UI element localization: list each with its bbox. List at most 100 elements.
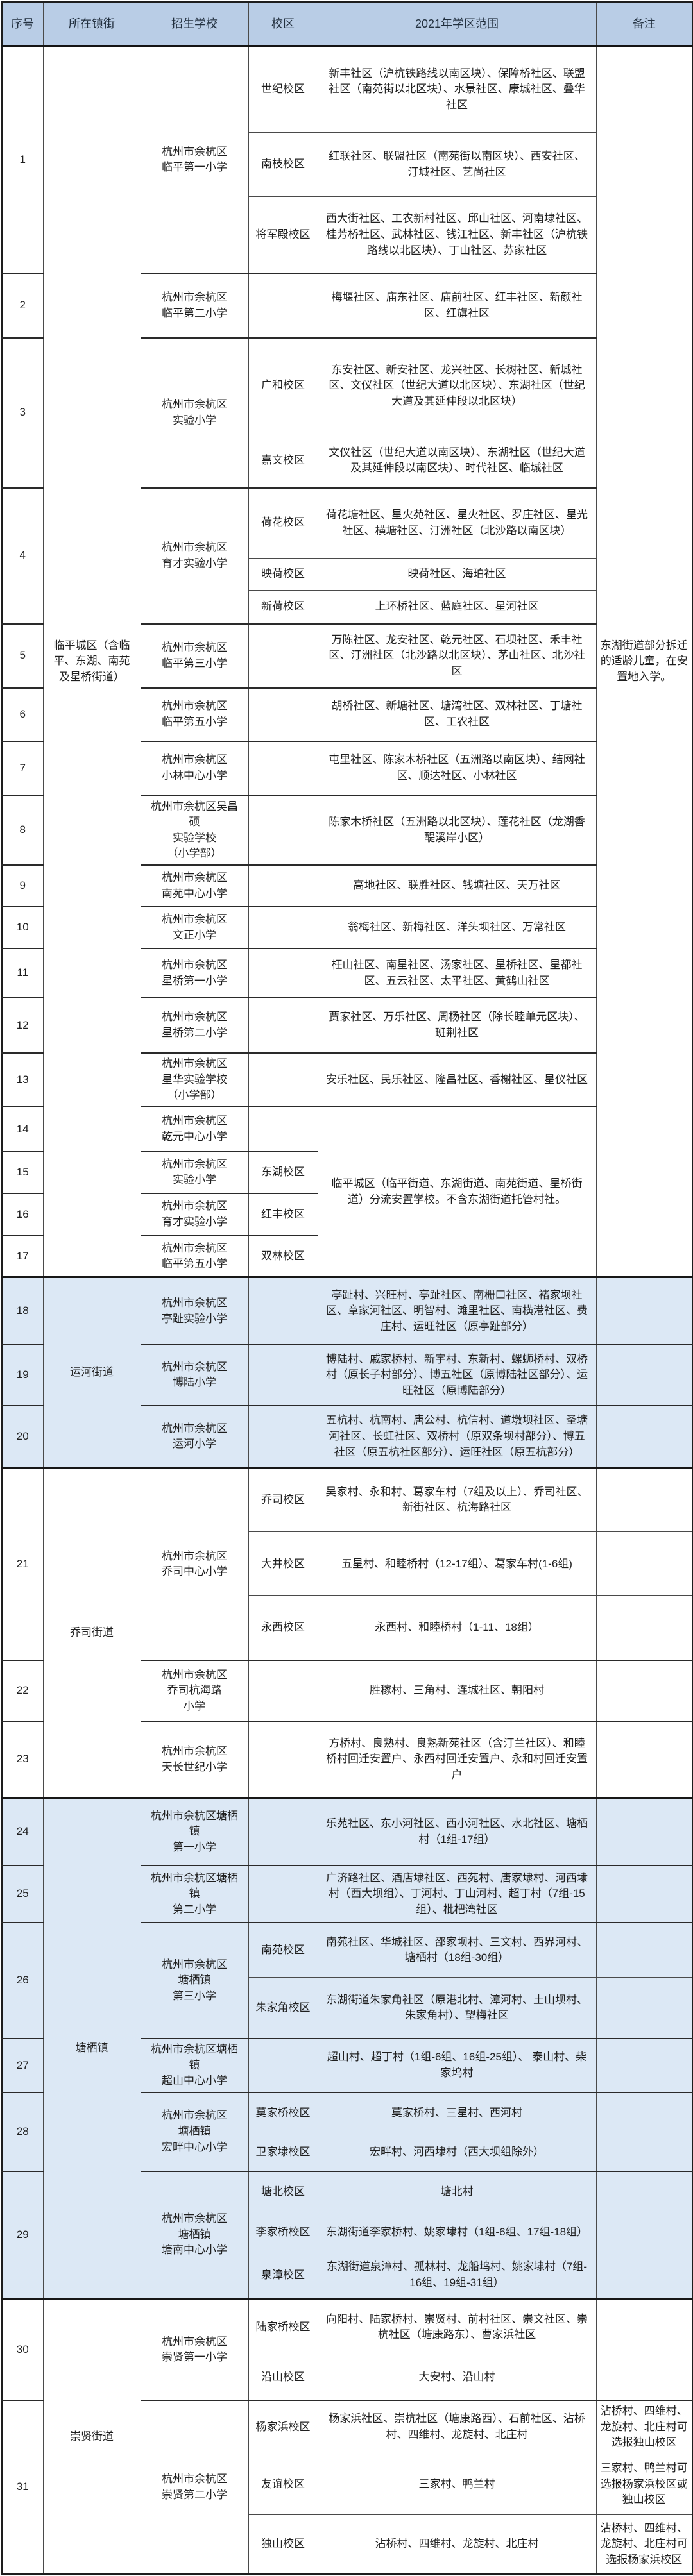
- cell-district-range: 乐苑社区、东小河社区、西小河社区、水北社区、塘栖村（1组-17组）: [317, 1797, 597, 1866]
- header-row: 序号 所在镇街 招生学校 校区 2021年学区范围 备注: [1, 1, 693, 47]
- cell-serial-no: 18: [1, 1276, 44, 1345]
- table-row: 嘉文校区 文仪社区（世纪大道以南区块）、东湖社区（世纪大道及其延伸段以南区块）、时…: [2, 434, 692, 488]
- cell-district-range: 胡桥社区、新塘社区、塘湾社区、双林社区、丁塘社区、工农社区: [317, 687, 597, 741]
- cell-serial-no: 9: [1, 864, 44, 907]
- cell-school: 杭州市余杭区 塘栖镇 第三小学: [140, 1921, 249, 2039]
- cell-note: 东湖街道部分拆迁的适龄儿童，在安置地入学。: [595, 44, 693, 1278]
- cell-district-range: 胜稼村、三角村、连城社区、朝阳村: [317, 1659, 597, 1722]
- table-row: 14 杭州市余杭区 乾元中心小学 临平城区（临平街道、东湖街道、南苑街道、星桥街道）…: [1, 1106, 692, 1278]
- cell-campus: 南苑校区: [248, 1921, 318, 1978]
- table-row: 4 杭州市余杭区 育才实验小学 荷花校区 荷花塘社区、星火苑社区、星火社区、罗庄社区、…: [1, 487, 692, 624]
- cell-serial-no: 22: [1, 1659, 44, 1722]
- header-col-campus: 校区: [248, 1, 318, 47]
- cell-school: 杭州市余杭区 南苑中心小学: [140, 864, 249, 907]
- cell-school: 杭州市余杭区 天长世纪小学: [140, 1720, 249, 1799]
- table-row: 29 杭州市余杭区 塘栖镇 塘南中心小学 塘北校区 塘北村: [1, 2170, 693, 2300]
- cell-note: [595, 1276, 693, 1345]
- cell-school: 杭州市余杭区 临平第一小学: [140, 45, 249, 274]
- cell-campus: [248, 1404, 318, 1469]
- cell-school: 杭州市余杭区 星华实验学校 （小学部）: [140, 1052, 249, 1107]
- cell-campus: 友谊校区: [248, 2453, 318, 2515]
- table-row: 5 杭州市余杭区 临平第三小学 万陈社区、龙安社区、乾元社区、石坝社区、禾丰社区、汀…: [1, 623, 692, 688]
- cell-campus: 红丰校区: [248, 1192, 318, 1236]
- cell-district-range: 翁梅社区、新梅社区、洋头坝社区、万常社区: [317, 906, 597, 949]
- cell-note: [595, 2170, 693, 2213]
- cell-district-range: 五杭村、杭南村、唐公村、杭信村、道墩坝社区、圣塘河社区、长虹社区、双桥村（原双条…: [317, 1404, 597, 1469]
- cell-street: 临平城区（含临平、东湖、南苑及星桥街道）: [42, 44, 141, 1278]
- cell-serial-no: 29: [1, 2170, 44, 2300]
- cell-note: [595, 1797, 693, 1866]
- cell-district-range: 塘北村: [317, 2170, 597, 2213]
- cell-street: 崇贤街道: [42, 2298, 141, 2575]
- cell-campus: 永西校区: [248, 1595, 318, 1661]
- cell-campus: 广和校区: [248, 337, 318, 434]
- cell-school: 杭州市余杭区塘栖镇 第一小学: [140, 1797, 249, 1866]
- cell-school: 杭州市余杭区 博陆小学: [140, 1343, 249, 1406]
- cell-note: [595, 1921, 693, 1978]
- cell-campus: 朱家角校区: [248, 1977, 318, 2039]
- header-col-school: 招生学校: [140, 1, 249, 47]
- cell-note: [595, 1720, 693, 1799]
- cell-serial-no: 5: [1, 623, 44, 688]
- cell-campus: [248, 948, 318, 998]
- cell-note: [595, 2091, 693, 2135]
- table-row: 新荷校区 上环桥社区、蓝庭社区、星河社区: [2, 590, 692, 624]
- table-row: 李家桥校区 东湖街道李家桥村、姚家埭村（1组-6组、17组-18组）: [2, 2212, 693, 2253]
- table-row: 27 杭州市余杭区塘栖镇 超山中心小学 超山村、超丁村（1组-6组、16组-25组）…: [1, 2037, 693, 2093]
- cell-district-range: 三家村、鸭兰村: [317, 2453, 597, 2515]
- table-row: 永西校区 永西村、和睦桥村（1-11、18组）: [2, 1595, 693, 1661]
- cell-campus: 塘北校区: [248, 2170, 318, 2213]
- cell-school: 杭州市余杭区 塘栖镇 宏畔中心小学: [140, 2091, 249, 2172]
- table-row: 1 临平城区（含临平、东湖、南苑及星桥街道） 杭州市余杭区 临平第一小学 世纪校区 新丰…: [1, 44, 693, 1278]
- table-row: 将军殿校区 西大街社区、工农新村社区、邱山社区、河南埭社区、桂芳桥社区、武林社区、…: [2, 196, 692, 274]
- table-row: 24 塘栖镇 杭州市余杭区塘栖镇 第一小学 乐苑社区、东小河社区、西小河社区、水北社区…: [1, 1797, 693, 2300]
- cell-school: 杭州市余杭区 临平第五小学: [140, 687, 249, 741]
- cell-district-range: 南苑社区、华城社区、邵家坝村、三文村、西界河村、塘栖村（18组-30组）: [317, 1921, 597, 1978]
- table-row: 3 杭州市余杭区 实验小学 广和校区 东安社区、新安社区、龙兴社区、长树社区、新城社区…: [1, 337, 692, 488]
- cell-school: 杭州市余杭区 临平第二小学: [140, 273, 249, 338]
- cell-serial-no: 25: [1, 1864, 44, 1923]
- cell-serial-no: 2: [1, 273, 44, 338]
- cell-note: [595, 2298, 693, 2356]
- cell-school: 杭州市余杭区 崇贤第二小学: [140, 2399, 249, 2575]
- cell-campus: [248, 997, 318, 1054]
- table-row: 23 杭州市余杭区 天长世纪小学 方桥村、良熟村、良熟新苑社区（含汀兰社区）、和睦桥…: [1, 1720, 693, 1799]
- table-row: 19 杭州市余杭区 博陆小学 博陆村、戚家桥村、新宇村、东新村、螺蛳桥村、双桥村（原…: [1, 1343, 693, 1406]
- cell-district-range: 方桥村、良熟村、良熟新苑社区（含汀兰社区）、和睦桥村回迁安置户、永西村回迁安置户…: [317, 1720, 597, 1799]
- cell-district-range: 亭趾村、兴旺村、亭趾社区、南栅口社区、褚家坝社区、章家河社区、明智村、滩里社区、…: [317, 1276, 597, 1345]
- cell-campus: 东湖校区: [248, 1150, 318, 1194]
- cell-note: 沾桥村、四维村、龙旋村、北庄村可选报独山校区: [595, 2399, 693, 2454]
- table-row: 15 杭州市余杭区 实验小学 东湖校区: [1, 1150, 692, 1194]
- cell-note: [595, 1864, 693, 1923]
- cell-district-range: 西大街社区、工农新村社区、邱山社区、河南埭社区、桂芳桥社区、武林社区、钱江社区、…: [317, 196, 597, 274]
- cell-district-range: 宏畔村、河西埭村（西大坝组除外）: [317, 2134, 597, 2172]
- cell-school: 杭州市余杭区 实验小学: [140, 337, 249, 488]
- cell-campus: 大井校区: [248, 1531, 318, 1597]
- cell-district-range: 博陆村、戚家桥村、新宇村、东新村、螺蛳桥村、双桥村（原长子村部分）、博五社区（原…: [317, 1343, 597, 1406]
- table-row: 友谊校区 三家村、鸭兰村 三家村、鸭兰村可选报杨家浜校区或独山校区: [2, 2453, 693, 2515]
- cell-school: 杭州市余杭区塘栖镇 超山中心小学: [140, 2037, 249, 2093]
- cell-district-range: 超山村、超丁村（1组-6组、16组-25组）、 泰山村、柴家坞村: [317, 2037, 597, 2093]
- table-row: 18 运河街道 杭州市余杭区 亭趾实验小学 亭趾村、兴旺村、亭趾社区、南栅口社区、褚家…: [1, 1276, 693, 1469]
- cell-district-range: 东湖街道李家桥村、姚家埭村（1组-6组、17组-18组）: [317, 2212, 597, 2253]
- cell-district-range: 五星村、和睦桥村（12-17组）、葛家车村(1-6组): [317, 1531, 597, 1597]
- cell-note: 三家村、鸭兰村可选报杨家浜校区或独山校区: [595, 2453, 693, 2515]
- cell-school: 杭州市余杭区吴昌硕 实验学校 （小学部）: [140, 795, 249, 866]
- cell-campus: 乔司校区: [248, 1467, 318, 1533]
- header-col-street: 所在镇街: [42, 1, 141, 47]
- cell-district-range: 东湖街道朱家角社区（原港北村、漳河村、土山坝村、朱家角村）、望梅社区: [317, 1977, 597, 2039]
- cell-campus: 新荷校区: [248, 590, 318, 624]
- cell-serial-no: 1: [1, 45, 44, 274]
- table-row: 大井校区 五星村、和睦桥村（12-17组）、葛家车村(1-6组): [2, 1531, 693, 1597]
- cell-district-range: 陈家木桥社区（五洲路以北区块）、莲花社区（龙湖香醍溪岸小区）: [317, 795, 597, 866]
- table-row: 南枝校区 红联社区、联盟社区（南苑街以南区块）、西安社区、汀城社区、艺尚社区: [2, 132, 692, 197]
- table-row: 10 杭州市余杭区 文正小学 翁梅社区、新梅社区、洋头坝社区、万常社区: [1, 906, 692, 949]
- cell-campus: 莫家桥校区: [248, 2091, 318, 2135]
- cell-campus: [248, 1864, 318, 1923]
- cell-serial-no: 31: [1, 2399, 44, 2575]
- table-row: 2 杭州市余杭区 临平第二小学 梅堰社区、庙东社区、庙前社区、红丰社区、新颜社区、红…: [1, 273, 692, 338]
- table-row: 6 杭州市余杭区 临平第五小学 胡桥社区、新塘社区、塘湾社区、双林社区、丁塘社区、工…: [1, 687, 692, 741]
- cell-school: 杭州市余杭区 崇贤第一小学: [140, 2298, 249, 2401]
- cell-serial-no: 4: [1, 487, 44, 624]
